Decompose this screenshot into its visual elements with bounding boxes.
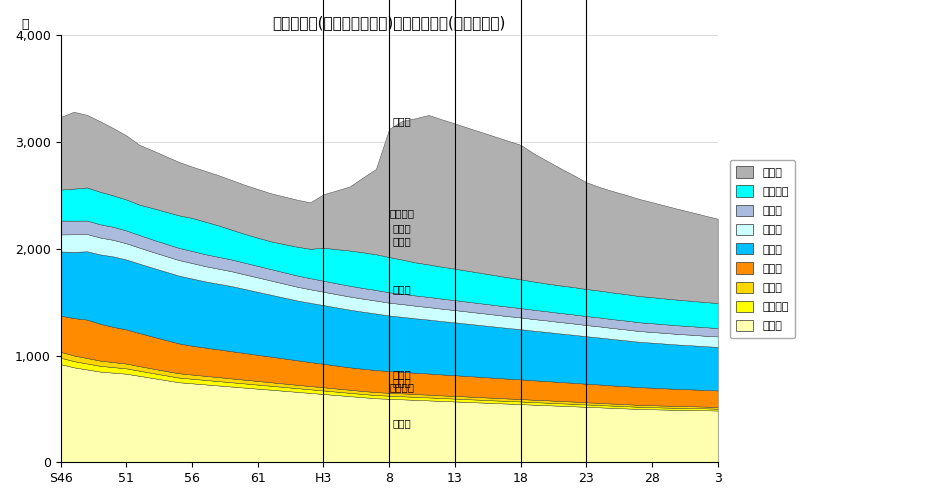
Legend: その他, 鹿児島県, 大分県, 熊本県, 福岡県, 大阪府, 愛知県, 神奈川県, 東京都: その他, 鹿児島県, 大分県, 熊本県, 福岡県, 大阪府, 愛知県, 神奈川県… [730, 160, 795, 338]
Text: 大阪府: 大阪府 [393, 368, 412, 378]
Text: 人: 人 [21, 18, 29, 32]
Text: 東京都: 東京都 [393, 418, 412, 428]
Text: 神奈川県: 神奈川県 [390, 382, 415, 392]
Title: 大学入学者(高等学校卒業者)の県外入学先(都道府県別): 大学入学者(高等学校卒業者)の県外入学先(都道府県別) [272, 15, 506, 30]
Text: 大分県: 大分県 [393, 224, 412, 234]
Text: 熊本県: 熊本県 [393, 236, 412, 246]
Text: その他: その他 [393, 116, 412, 126]
Text: 愛知県: 愛知県 [393, 376, 412, 386]
Text: 鹿児島県: 鹿児島県 [390, 208, 415, 218]
Text: 福岡県: 福岡県 [393, 284, 412, 294]
